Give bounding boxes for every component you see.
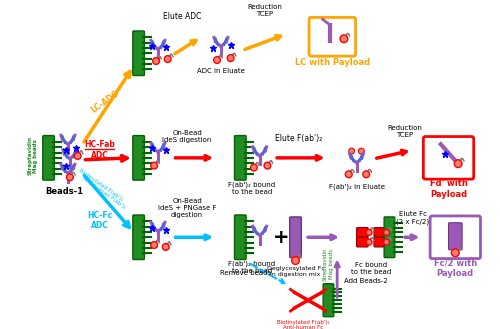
FancyBboxPatch shape bbox=[234, 136, 246, 180]
Circle shape bbox=[454, 160, 462, 167]
Circle shape bbox=[250, 164, 258, 171]
Text: On-Bead
IdeS + PNGase F
digestion: On-Bead IdeS + PNGase F digestion bbox=[158, 198, 216, 218]
FancyBboxPatch shape bbox=[290, 217, 302, 258]
Circle shape bbox=[292, 257, 300, 265]
Text: LC with Payload: LC with Payload bbox=[295, 58, 370, 67]
Text: Biotinylated F(ab')₂: Biotinylated F(ab')₂ bbox=[277, 319, 330, 325]
Text: F(ab')₂ bound
to the bead: F(ab')₂ bound to the bead bbox=[228, 261, 276, 274]
Circle shape bbox=[340, 35, 348, 43]
FancyBboxPatch shape bbox=[430, 216, 480, 259]
Text: Reduction
TCEP: Reduction TCEP bbox=[247, 4, 282, 17]
Text: F(ab')₂ in Eluate: F(ab')₂ in Eluate bbox=[328, 184, 384, 190]
FancyBboxPatch shape bbox=[133, 31, 144, 76]
Text: Fd' with
Payload: Fd' with Payload bbox=[430, 179, 468, 199]
FancyBboxPatch shape bbox=[356, 237, 368, 247]
Text: HC-Fab
ADC: HC-Fab ADC bbox=[84, 140, 116, 160]
Circle shape bbox=[384, 239, 390, 245]
Circle shape bbox=[162, 243, 169, 250]
Text: Reduction
TCEP: Reduction TCEP bbox=[388, 125, 422, 139]
FancyBboxPatch shape bbox=[374, 228, 386, 237]
Circle shape bbox=[452, 249, 459, 257]
Circle shape bbox=[227, 55, 234, 62]
Circle shape bbox=[66, 174, 73, 181]
Text: Biotinylated F(ab')₂: Biotinylated F(ab')₂ bbox=[78, 168, 124, 202]
Circle shape bbox=[366, 239, 372, 245]
Text: Deglycosylated Fc
in digestion mix: Deglycosylated Fc in digestion mix bbox=[266, 266, 324, 277]
Text: LC-ADC: LC-ADC bbox=[89, 89, 120, 114]
FancyBboxPatch shape bbox=[356, 228, 368, 237]
Text: Beads-1: Beads-1 bbox=[45, 187, 83, 196]
FancyBboxPatch shape bbox=[384, 217, 395, 258]
FancyBboxPatch shape bbox=[374, 237, 386, 247]
Text: +: + bbox=[272, 228, 289, 247]
FancyBboxPatch shape bbox=[133, 136, 144, 180]
Text: Fc bound
to the bead: Fc bound to the bead bbox=[351, 263, 391, 275]
Circle shape bbox=[264, 162, 271, 169]
FancyBboxPatch shape bbox=[424, 137, 474, 179]
Text: On-Bead
IdeS digestion: On-Bead IdeS digestion bbox=[162, 130, 212, 143]
FancyBboxPatch shape bbox=[133, 215, 144, 260]
Circle shape bbox=[214, 57, 220, 63]
Text: HC-Fc
ADC: HC-Fc ADC bbox=[88, 211, 112, 231]
FancyBboxPatch shape bbox=[234, 215, 246, 260]
Text: Elute F(ab')₂: Elute F(ab')₂ bbox=[275, 134, 322, 143]
Circle shape bbox=[349, 148, 354, 154]
Circle shape bbox=[358, 148, 364, 154]
FancyBboxPatch shape bbox=[309, 17, 356, 56]
Text: Fc/2 with
Payload: Fc/2 with Payload bbox=[434, 259, 477, 278]
Circle shape bbox=[366, 230, 372, 235]
Text: ADC in Eluate: ADC in Eluate bbox=[197, 68, 245, 74]
FancyBboxPatch shape bbox=[323, 284, 334, 317]
FancyBboxPatch shape bbox=[43, 136, 54, 180]
Circle shape bbox=[164, 56, 171, 63]
Text: F(ab')₂ bound
to the bead: F(ab')₂ bound to the bead bbox=[228, 181, 276, 194]
Text: Streptavidin
Mag beads: Streptavidin Mag beads bbox=[323, 247, 334, 281]
Text: Elute ADC: Elute ADC bbox=[163, 12, 202, 21]
Text: Remove beads: Remove beads bbox=[220, 270, 270, 276]
Circle shape bbox=[384, 230, 390, 235]
Text: Add Beads-2: Add Beads-2 bbox=[344, 278, 388, 284]
Text: Anti-human F(ab')₂: Anti-human F(ab')₂ bbox=[82, 176, 127, 210]
Circle shape bbox=[346, 171, 352, 178]
Circle shape bbox=[74, 153, 81, 159]
Circle shape bbox=[152, 58, 160, 64]
Circle shape bbox=[150, 162, 158, 169]
Text: Elute Fc
(2 x Fc/2): Elute Fc (2 x Fc/2) bbox=[396, 211, 430, 225]
Circle shape bbox=[150, 241, 158, 248]
Circle shape bbox=[363, 171, 370, 178]
Text: Anti-human Fc: Anti-human Fc bbox=[283, 325, 324, 329]
FancyBboxPatch shape bbox=[448, 223, 462, 250]
Text: Streptavidin
Mag beads: Streptavidin Mag beads bbox=[28, 137, 38, 175]
